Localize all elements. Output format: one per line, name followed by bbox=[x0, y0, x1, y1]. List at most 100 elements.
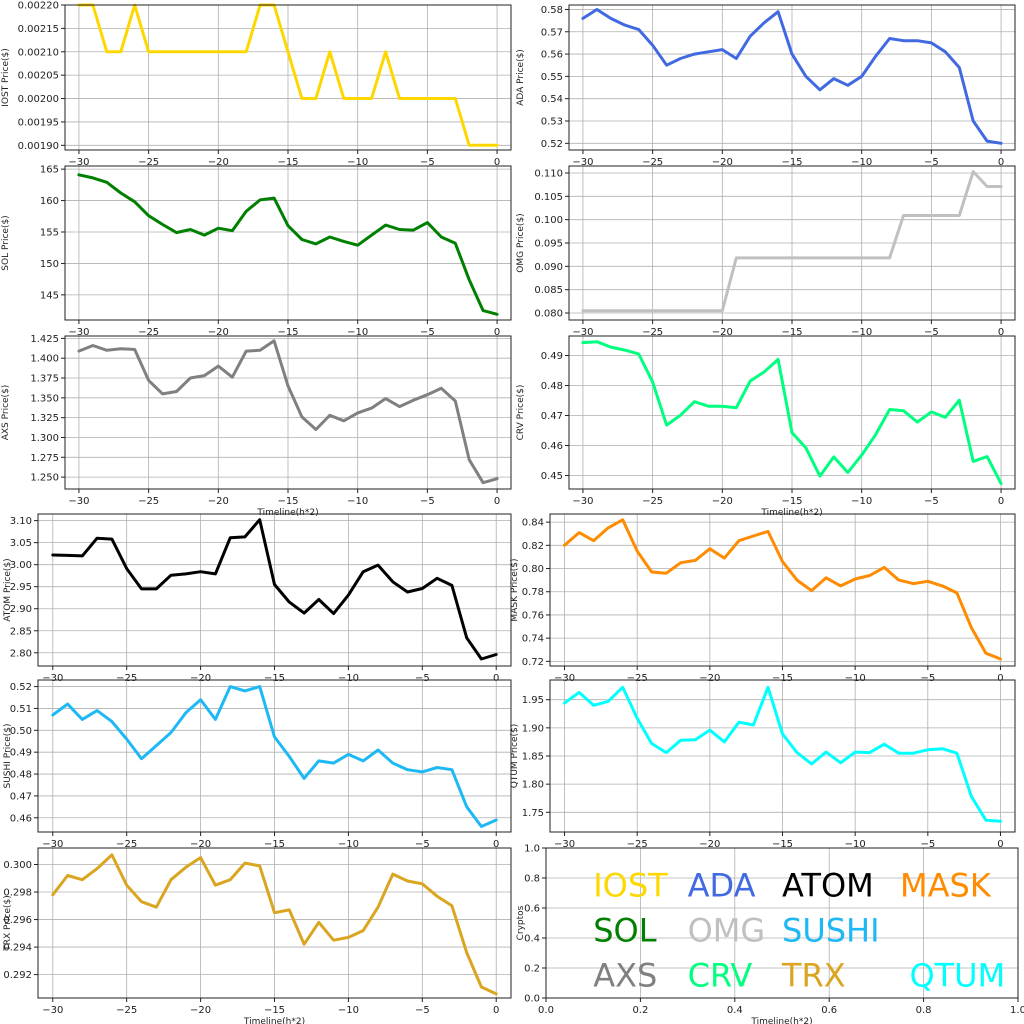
y-tick-label: 0.52 bbox=[541, 139, 563, 150]
y-tick-label: 0.6 bbox=[524, 904, 540, 915]
legend-label: TRX bbox=[781, 957, 846, 995]
legend-label: ADA bbox=[688, 867, 756, 905]
y-tick-label: 2.90 bbox=[10, 604, 32, 615]
y-axis-label: CRV Price($) bbox=[516, 385, 526, 441]
chart-axs: −30 −25 −20 −15 −10 −5 0 1.250 1.275 1.300 1.325 1.… bbox=[1, 334, 512, 518]
y-tick-label: 1.90 bbox=[522, 723, 544, 734]
x-tick-label: −30 bbox=[554, 839, 575, 850]
y-tick-label: 1.95 bbox=[522, 695, 544, 706]
y-axis-label: MASK Price($) bbox=[510, 558, 520, 621]
axes-frame bbox=[37, 679, 512, 833]
y-tick-label: 0.46 bbox=[10, 813, 32, 824]
y-tick-label: 0.82 bbox=[522, 541, 544, 552]
series-line-trx bbox=[51, 853, 498, 996]
x-tick-label: 0 bbox=[493, 1005, 499, 1016]
chart-iost: −30 −25 −20 −15 −10 −5 0 0.00190 0.00195 0.00200 0… bbox=[1, 1, 512, 168]
legend-label: IOST bbox=[593, 867, 668, 905]
y-tick-label: 0.57 bbox=[541, 27, 563, 38]
x-tick-label: −10 bbox=[845, 673, 866, 684]
x-tick-label: 0 bbox=[998, 157, 1004, 168]
x-tick-label: −25 bbox=[138, 327, 159, 338]
x-tick-label: −30 bbox=[68, 327, 89, 338]
y-tick-label: 0.55 bbox=[541, 72, 563, 83]
x-tick-label: −25 bbox=[116, 1005, 137, 1016]
y-tick-label: 1.275 bbox=[30, 453, 59, 464]
x-tick-label: −20 bbox=[712, 496, 733, 507]
y-tick-label: 1.250 bbox=[30, 473, 59, 484]
y-tick-label: 0.4 bbox=[524, 934, 540, 945]
y-axis-label: Cryptos bbox=[516, 905, 526, 940]
series-line-sol bbox=[77, 173, 499, 316]
y-axis-label: SOL Price($) bbox=[1, 215, 11, 270]
x-tick-label: −25 bbox=[642, 496, 663, 507]
y-tick-label: 0.085 bbox=[534, 285, 563, 296]
y-tick-label: 0.296 bbox=[3, 915, 32, 926]
y-axis-label: OMG Price($) bbox=[516, 213, 526, 272]
x-tick-label: −15 bbox=[781, 157, 802, 168]
x-tick-label: −30 bbox=[554, 673, 575, 684]
axes-frame bbox=[37, 513, 512, 667]
x-tick-label: 1.0 bbox=[1010, 1005, 1024, 1016]
x-tick-label: −15 bbox=[277, 327, 298, 338]
y-tick-label: 1.425 bbox=[30, 334, 59, 345]
x-tick-label: −10 bbox=[338, 839, 359, 850]
x-tick-label: 0 bbox=[494, 327, 500, 338]
y-tick-label: 1.300 bbox=[30, 433, 59, 444]
x-tick-label: −10 bbox=[845, 839, 866, 850]
y-tick-label: 0.00200 bbox=[18, 94, 59, 105]
y-tick-label: 0.49 bbox=[10, 748, 32, 759]
x-tick-label: −30 bbox=[572, 327, 593, 338]
chart-crv: −30 −25 −20 −15 −10 −5 0 0.45 0.46 0.47 0.48 0.49 CR… bbox=[516, 335, 1016, 518]
y-tick-label: 0.78 bbox=[522, 587, 544, 598]
y-tick-label: 3.10 bbox=[10, 516, 32, 527]
y-tick-label: 0.72 bbox=[522, 657, 544, 668]
y-tick-label: 1.350 bbox=[30, 393, 59, 404]
y-tick-label: 0.49 bbox=[541, 351, 563, 362]
legend-label: QTUM bbox=[909, 957, 1005, 995]
chart-mask: −30 −25 −20 −15 −10 −5 0 0.72 0.74 0.76 0.78 0.80 0.… bbox=[510, 513, 1016, 684]
x-tick-label: −5 bbox=[415, 839, 430, 850]
x-tick-label: −25 bbox=[627, 673, 648, 684]
x-tick-label: −20 bbox=[208, 157, 229, 168]
y-tick-label: 1.400 bbox=[30, 354, 59, 365]
x-tick-label: −5 bbox=[924, 496, 939, 507]
y-tick-label: 145 bbox=[40, 290, 59, 301]
y-tick-label: 0.48 bbox=[541, 381, 563, 392]
x-tick-label: −20 bbox=[699, 673, 720, 684]
y-tick-label: 0.298 bbox=[3, 888, 32, 899]
y-axis-label: ATOM Price($) bbox=[3, 558, 13, 621]
x-axis-label: Timeline(h*2) bbox=[760, 508, 822, 518]
x-tick-label: −15 bbox=[277, 496, 298, 507]
y-tick-label: 1.325 bbox=[30, 413, 59, 424]
y-tick-label: 3.05 bbox=[10, 538, 32, 549]
y-tick-label: 0.54 bbox=[541, 94, 563, 105]
x-tick-label: −5 bbox=[420, 157, 435, 168]
x-axis-label: Timeline(h*2) bbox=[750, 1017, 812, 1024]
x-tick-label: −15 bbox=[781, 496, 802, 507]
axes-frame bbox=[37, 847, 512, 999]
x-tick-label: −30 bbox=[68, 157, 89, 168]
y-tick-label: 0.00190 bbox=[18, 141, 59, 152]
y-tick-label: 0.56 bbox=[541, 50, 563, 61]
x-tick-label: −25 bbox=[642, 327, 663, 338]
x-tick-label: −5 bbox=[420, 327, 435, 338]
x-tick-label: −30 bbox=[42, 673, 63, 684]
y-tick-label: 0.0 bbox=[524, 994, 540, 1005]
x-tick-label: −25 bbox=[627, 839, 648, 850]
x-tick-label: −20 bbox=[208, 327, 229, 338]
x-tick-label: −10 bbox=[347, 496, 368, 507]
series-line-ada bbox=[581, 8, 1003, 145]
x-tick-label: −30 bbox=[572, 496, 593, 507]
x-tick-label: 0.2 bbox=[632, 1005, 648, 1016]
y-tick-label: 3.00 bbox=[10, 560, 32, 571]
x-tick-label: −10 bbox=[851, 157, 872, 168]
axes-frame bbox=[568, 165, 1016, 321]
x-tick-label: −30 bbox=[572, 157, 593, 168]
axes-frame bbox=[568, 4, 1016, 151]
axes-frame bbox=[545, 847, 1019, 999]
x-tick-label: −5 bbox=[924, 327, 939, 338]
y-axis-label: TRX Price($) bbox=[3, 895, 13, 951]
y-tick-label: 150 bbox=[40, 259, 59, 270]
x-tick-label: −15 bbox=[772, 673, 793, 684]
x-tick-label: −10 bbox=[347, 327, 368, 338]
